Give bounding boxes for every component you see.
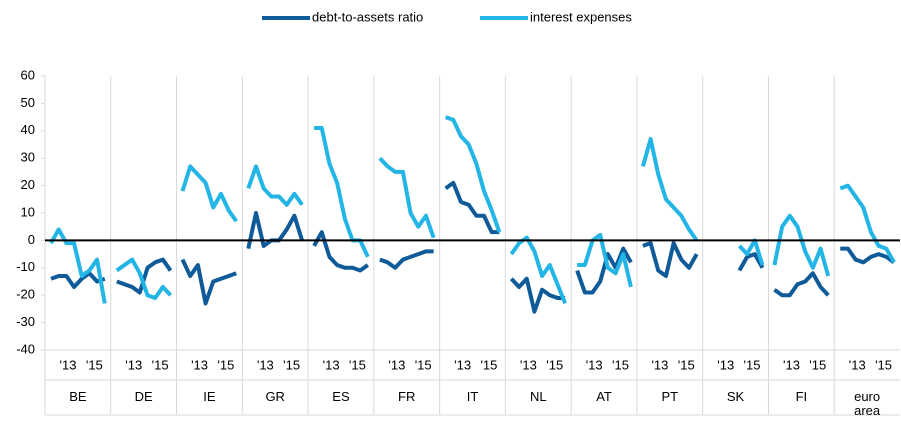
series-line [575,246,633,295]
group-label: FI [795,389,808,404]
x-tick-label: '15 [744,357,761,372]
y-tick-label: 20 [21,177,35,192]
group-label: ES [332,389,350,404]
x-tick-label: '15 [152,357,169,372]
x-tick-label: '13 [60,357,77,372]
series-line [509,235,568,305]
y-tick-label: -20 [16,287,35,302]
x-tick-label: '13 [191,357,208,372]
group-label: FR [398,389,416,404]
y-tick-label: -10 [16,259,35,274]
x-tick-label: '13 [125,357,142,372]
y-tick-label: 50 [21,95,35,110]
series-line [379,249,434,270]
x-tick-label: '15 [86,357,103,372]
legend-label: interest expenses [530,9,632,24]
series-line [180,164,238,223]
x-tick-label: '15 [546,357,563,372]
group-label: IT [466,389,479,404]
y-tick-label: -30 [16,314,35,329]
group-label: NL [529,389,547,404]
x-tick-label: '15 [415,357,432,372]
series-line [640,137,699,242]
group-label: euro area [854,389,881,418]
series-line [444,115,502,233]
series-line [509,276,566,314]
y-tick-label: 10 [21,204,35,219]
x-tick-label: '13 [388,357,405,372]
x-tick-label: '15 [678,357,695,372]
series-line [378,156,436,239]
x-tick-label: '15 [809,357,826,372]
x-tick-label: '13 [717,357,734,372]
series-line [737,238,765,266]
group-label: PT [661,389,679,404]
series-line [737,252,765,272]
x-tick-label: '13 [586,357,603,372]
series-line [444,180,500,235]
series-line [772,213,831,277]
y-tick-label: 40 [21,122,35,137]
y-tick-label: 0 [28,232,35,247]
x-tick-label: '15 [612,357,629,372]
series-line [180,258,237,306]
x-tick-label: '13 [783,357,800,372]
x-tick-label: '13 [454,357,471,372]
x-tick-label: '13 [520,357,537,372]
series-line [839,183,896,264]
series-line [49,227,107,304]
y-tick-label: 60 [21,67,35,82]
series-line [773,271,830,298]
legend-label: debt-to-assets ratio [312,9,423,24]
x-tick-label: '13 [651,357,668,372]
x-tick-label: '13 [323,357,340,372]
x-tick-label: '15 [480,357,497,372]
x-tick-label: '15 [283,357,300,372]
group-label: IE [203,389,216,404]
group-label: DE [134,389,153,404]
group-label: BE [69,389,87,404]
series-line [50,271,106,289]
x-tick-label: '15 [217,357,234,372]
series-line [312,230,370,273]
group-label: AT [596,389,612,404]
series-line [642,241,699,279]
series-line [246,211,304,250]
x-tick-label: '15 [349,357,366,372]
x-tick-label: '13 [849,357,866,372]
series-line [840,246,896,265]
series-line [246,164,304,207]
series-line [577,232,633,288]
x-tick-label: '13 [257,357,274,372]
group-label: SK [726,389,745,404]
group-label: GR [265,389,285,404]
series-line [115,257,172,300]
y-tick-label: 30 [21,150,35,165]
y-tick-label: -40 [16,341,35,356]
x-tick-label: '15 [875,357,892,372]
